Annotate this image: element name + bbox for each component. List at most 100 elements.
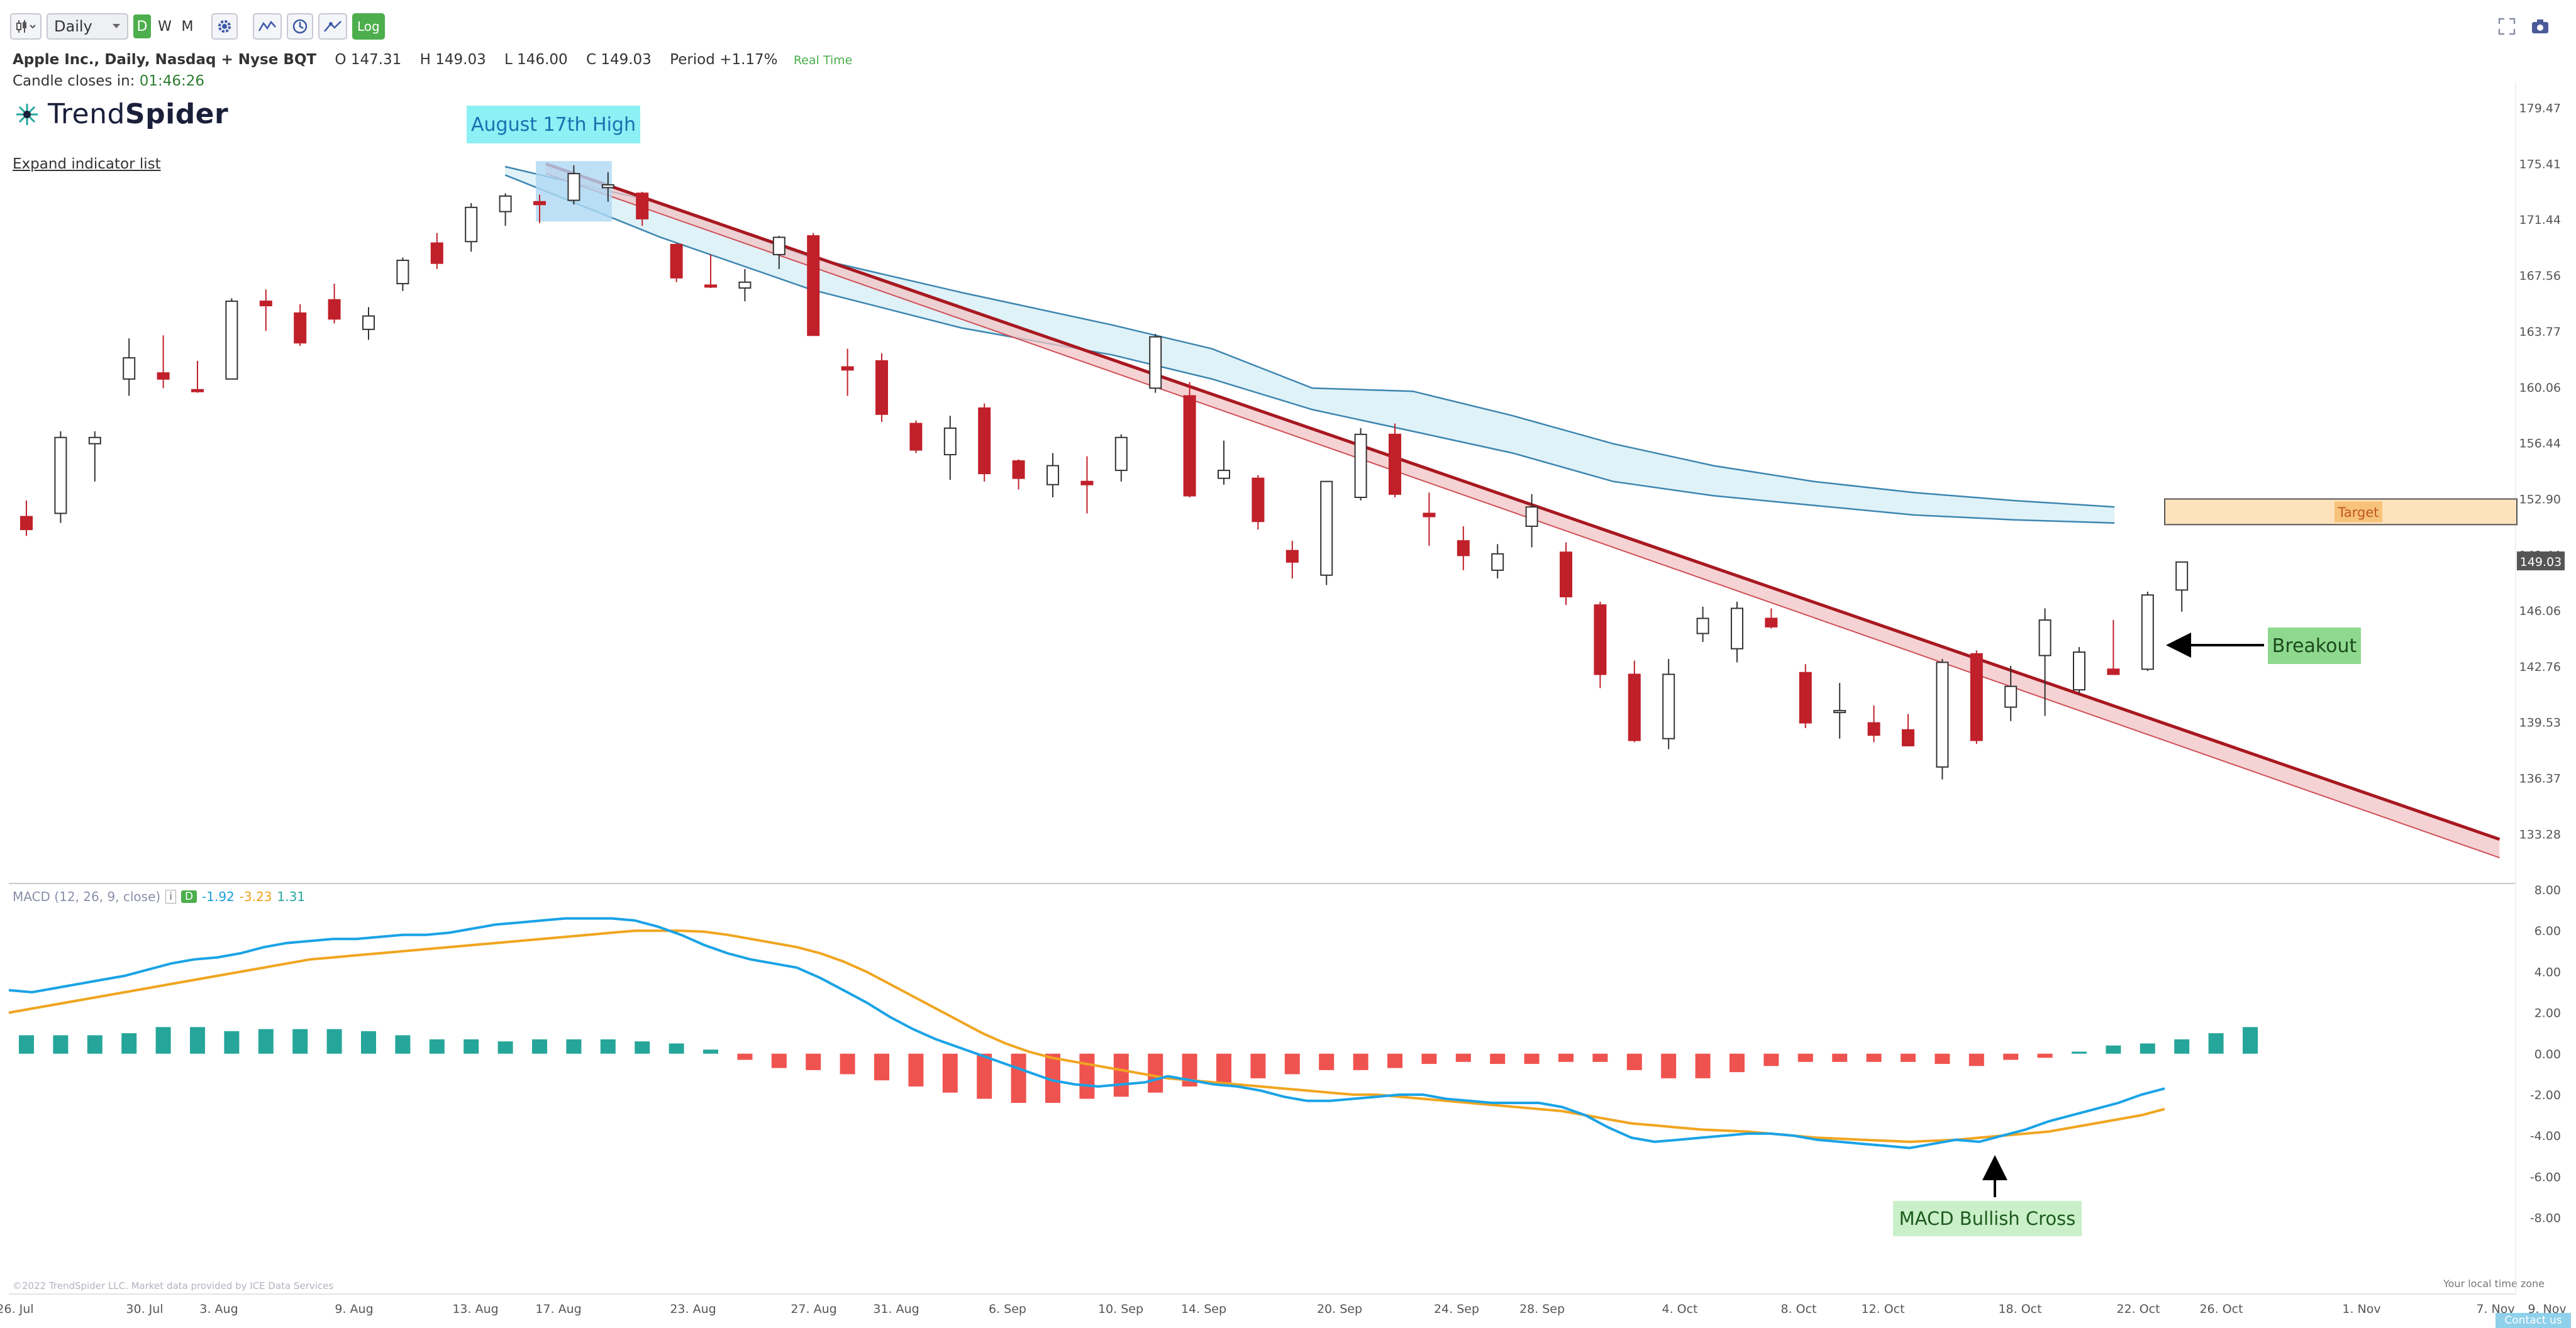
clock-button[interactable] <box>287 13 313 40</box>
contact-us-button[interactable]: Contact us <box>2496 1313 2571 1328</box>
candle-body[interactable] <box>465 206 478 243</box>
macd-histogram-bar[interactable] <box>1968 1053 1984 1066</box>
candle-body[interactable] <box>1560 551 1572 597</box>
macd-histogram-bar[interactable] <box>2106 1045 2121 1054</box>
moving-average-lower-line[interactable] <box>504 174 2115 524</box>
candle-body[interactable] <box>533 201 546 206</box>
local-timezone-label[interactable]: Your local time zone <box>2443 1278 2545 1290</box>
candle-body[interactable] <box>567 173 580 201</box>
macd-histogram-bar[interactable] <box>2003 1053 2019 1060</box>
macd-histogram-bar[interactable] <box>155 1027 171 1054</box>
log-scale-toggle[interactable]: Log <box>352 13 385 40</box>
candle-body[interactable] <box>807 235 820 336</box>
timeframe-select[interactable]: Daily <box>47 13 128 40</box>
candle-body[interactable] <box>1696 617 1709 634</box>
macd-histogram-bar[interactable] <box>1763 1053 1779 1066</box>
macd-histogram-bar[interactable] <box>1353 1053 1368 1070</box>
macd-histogram-bar[interactable] <box>1490 1053 1506 1065</box>
candle-body[interactable] <box>1218 470 1230 479</box>
candle-body[interactable] <box>601 184 614 189</box>
macd-histogram-bar[interactable] <box>2072 1051 2087 1054</box>
candle-body[interactable] <box>1594 604 1607 675</box>
macd-histogram-bar[interactable] <box>121 1033 137 1054</box>
candle-body[interactable] <box>1833 710 1846 714</box>
macd-histogram-bar[interactable] <box>87 1035 103 1054</box>
macd-histogram-bar[interactable] <box>874 1053 889 1081</box>
screenshot-button[interactable] <box>2531 18 2550 40</box>
candle-body[interactable] <box>225 301 238 380</box>
macd-histogram-bar[interactable] <box>1661 1053 1677 1078</box>
macd-histogram-bar[interactable] <box>2174 1039 2190 1054</box>
candle-body[interactable] <box>875 360 888 415</box>
candle-body[interactable] <box>1080 480 1094 485</box>
candle-body[interactable] <box>909 423 923 451</box>
candle-body[interactable] <box>738 281 752 289</box>
candle-body[interactable] <box>1662 673 1675 739</box>
candle-body[interactable] <box>1354 433 1367 498</box>
macd-line[interactable] <box>8 917 2165 1149</box>
macd-histogram-bar[interactable] <box>224 1031 240 1054</box>
macd-histogram-bar[interactable] <box>2243 1027 2258 1054</box>
candle-body[interactable] <box>1183 395 1196 497</box>
macd-histogram-bar[interactable] <box>635 1041 650 1054</box>
candle-body[interactable] <box>328 299 341 320</box>
candle-body[interactable] <box>2107 668 2120 675</box>
macd-histogram-bar[interactable] <box>429 1039 445 1054</box>
candle-body[interactable] <box>157 372 170 380</box>
macd-histogram-bar[interactable] <box>1729 1053 1745 1073</box>
macd-histogram-bar[interactable] <box>669 1043 684 1054</box>
period-daily-button[interactable]: D <box>133 14 151 38</box>
macd-histogram-bar[interactable] <box>1455 1053 1471 1062</box>
macd-histogram-bar[interactable] <box>942 1053 958 1093</box>
macd-histogram-bar[interactable] <box>600 1039 616 1054</box>
macd-histogram-bar[interactable] <box>1421 1053 1437 1065</box>
candle-body[interactable] <box>772 236 786 255</box>
macd-histogram-bar[interactable] <box>1284 1053 1300 1075</box>
macd-histogram-bar[interactable] <box>497 1041 513 1054</box>
indicators-button[interactable] <box>253 13 282 40</box>
candle-body[interactable] <box>1936 661 1949 768</box>
macd-histogram-bar[interactable] <box>258 1029 274 1054</box>
macd-info-button[interactable]: i <box>165 890 176 904</box>
macd-histogram-bar[interactable] <box>1558 1053 1574 1062</box>
macd-histogram-bar[interactable] <box>771 1053 787 1068</box>
candle-body[interactable] <box>1423 512 1436 517</box>
macd-histogram-bar[interactable] <box>361 1031 376 1054</box>
candle-body[interactable] <box>1525 506 1538 527</box>
macd-histogram-bar[interactable] <box>2140 1043 2155 1054</box>
candle-body[interactable] <box>1320 480 1333 576</box>
macd-histogram-bar[interactable] <box>19 1035 34 1054</box>
candle-body[interactable] <box>943 427 957 456</box>
candle-body[interactable] <box>259 301 272 307</box>
macd-histogram-bar[interactable] <box>292 1029 308 1054</box>
fullscreen-button[interactable] <box>2498 18 2516 40</box>
candle-body[interactable] <box>1902 729 1914 746</box>
macd-histogram-bar[interactable] <box>1011 1053 1026 1103</box>
macd-histogram-bar[interactable] <box>1250 1053 1266 1078</box>
candle-body[interactable] <box>54 436 67 514</box>
macd-histogram-bar[interactable] <box>977 1053 992 1099</box>
trend-channel-lower-line[interactable] <box>545 173 2500 859</box>
macd-histogram-bar[interactable] <box>532 1039 547 1054</box>
chart-type-button[interactable] <box>10 13 42 40</box>
macd-histogram-bar[interactable] <box>908 1053 924 1087</box>
candle-body[interactable] <box>1285 550 1299 563</box>
macd-histogram-bar[interactable] <box>326 1029 342 1054</box>
macd-histogram-bar[interactable] <box>2208 1033 2224 1054</box>
macd-histogram-bar[interactable] <box>840 1053 855 1075</box>
candle-body[interactable] <box>841 366 854 371</box>
candle-body[interactable] <box>2175 561 2189 591</box>
candle-body[interactable] <box>2141 594 2154 670</box>
macd-histogram-bar[interactable] <box>1524 1053 1540 1065</box>
macd-histogram-bar[interactable] <box>1935 1053 1950 1065</box>
macd-histogram-bar[interactable] <box>566 1039 582 1054</box>
candle-body[interactable] <box>430 242 443 264</box>
macd-histogram-bar[interactable] <box>1592 1053 1608 1062</box>
candle-body[interactable] <box>294 312 307 344</box>
macd-histogram-bar[interactable] <box>53 1035 69 1054</box>
candle-body[interactable] <box>1149 336 1162 389</box>
candle-body[interactable] <box>2038 619 2051 656</box>
candle-body[interactable] <box>1628 673 1641 741</box>
candle-body[interactable] <box>1252 477 1265 523</box>
